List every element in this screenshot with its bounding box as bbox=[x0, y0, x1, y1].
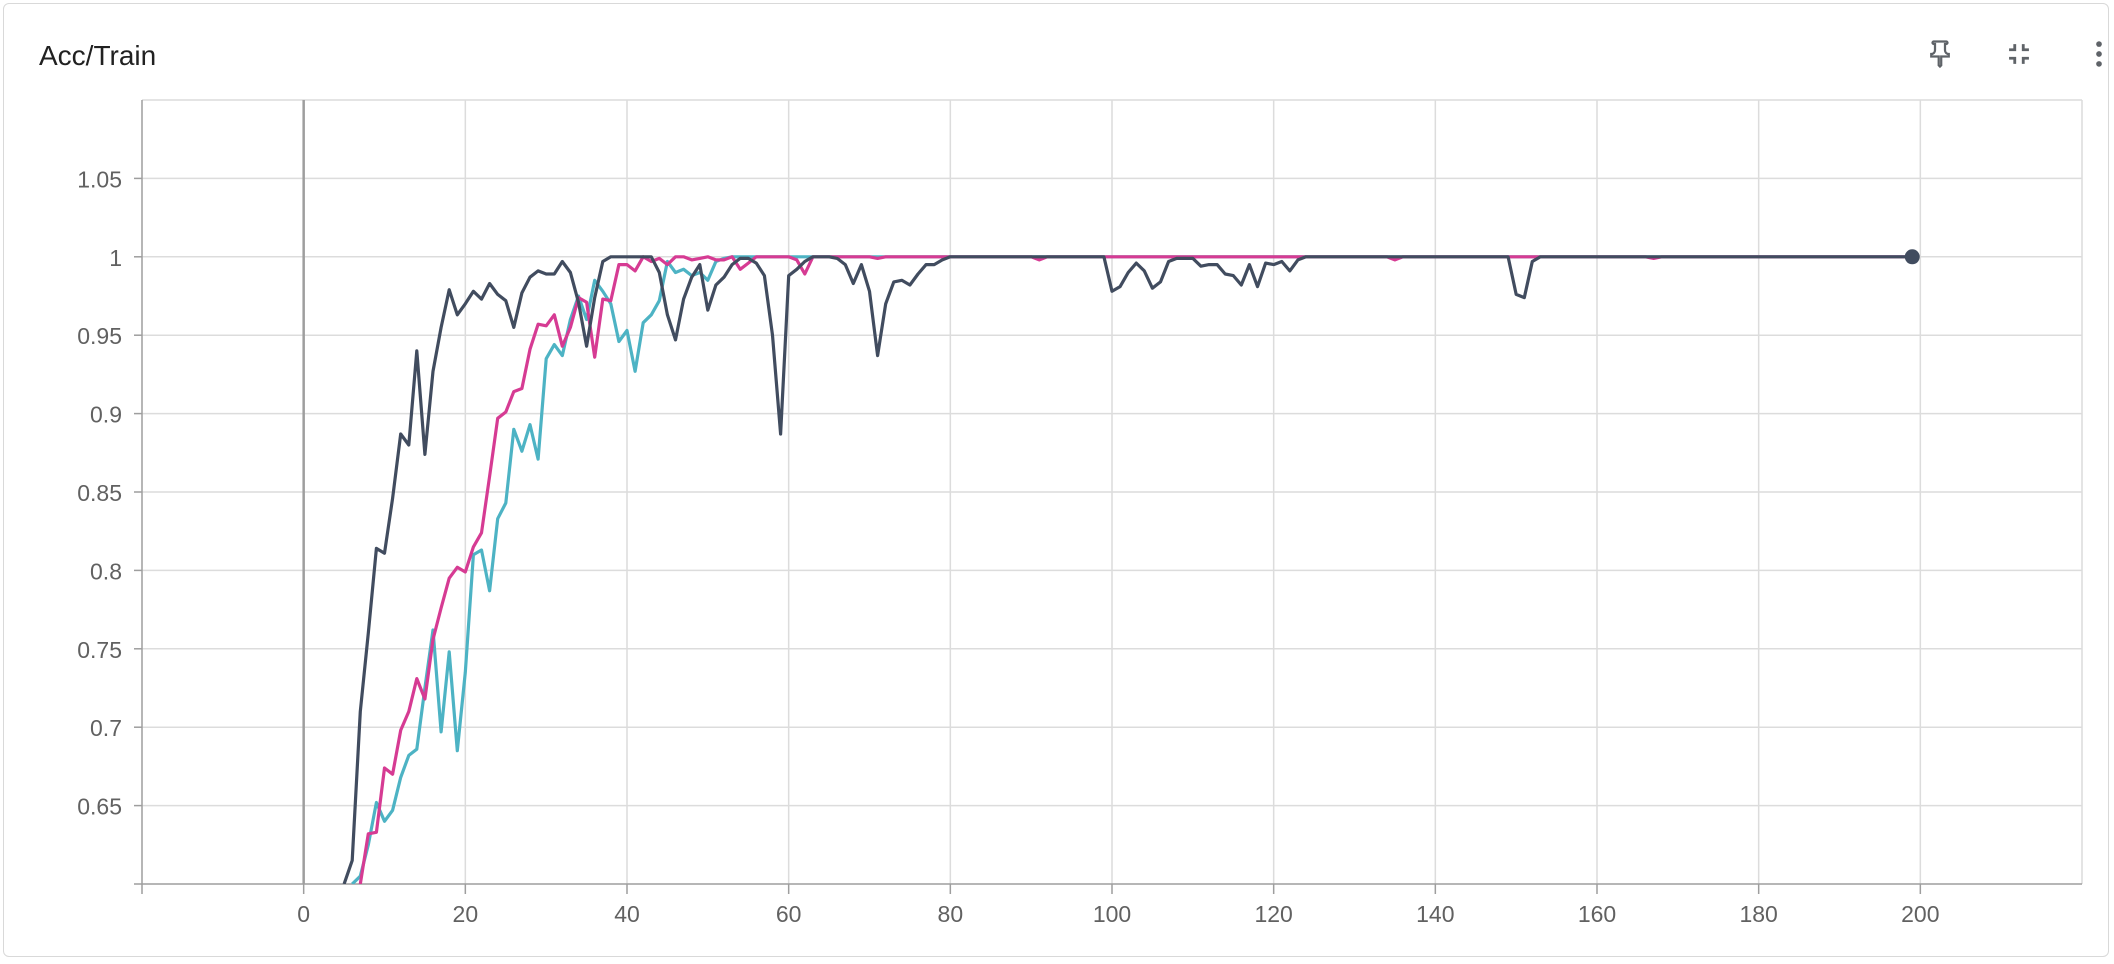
x-tick-label: 160 bbox=[1578, 901, 1616, 927]
x-tick-label: 140 bbox=[1416, 901, 1454, 927]
pin-button[interactable] bbox=[1916, 32, 1964, 80]
series-line-3 bbox=[342, 255, 1913, 884]
y-tick-label: 0.85 bbox=[77, 480, 122, 506]
y-tick-label: 1 bbox=[109, 245, 122, 271]
collapse-icon bbox=[2002, 37, 2036, 76]
more-options-button[interactable] bbox=[2075, 32, 2114, 80]
x-tick-label: 0 bbox=[297, 901, 310, 927]
series-line-2 bbox=[358, 255, 1913, 884]
x-tick-label: 20 bbox=[453, 901, 479, 927]
pin-icon bbox=[1925, 39, 1955, 74]
x-tick-label: 80 bbox=[938, 901, 964, 927]
y-tick-label: 0.9 bbox=[90, 402, 122, 428]
collapse-button[interactable] bbox=[1995, 32, 2043, 80]
grid bbox=[142, 99, 2083, 884]
x-tick-label: 100 bbox=[1093, 901, 1131, 927]
y-tick-label: 0.95 bbox=[77, 323, 122, 349]
x-tick-label: 40 bbox=[614, 901, 640, 927]
x-tick-label: 180 bbox=[1739, 901, 1777, 927]
chart-title: Acc/Train bbox=[39, 40, 157, 71]
y-tick-label: 1.05 bbox=[77, 166, 122, 192]
end-marker bbox=[1904, 249, 1920, 265]
more-vert-icon bbox=[2082, 37, 2114, 76]
y-tick-label: 0.75 bbox=[77, 637, 122, 663]
y-tick-label: 0.65 bbox=[77, 794, 122, 820]
axes bbox=[134, 100, 2082, 894]
series-lines bbox=[342, 249, 1920, 884]
y-tick-label: 0.8 bbox=[90, 558, 122, 584]
x-tick-label: 120 bbox=[1254, 901, 1292, 927]
tick-labels: 0.65 0.7 0.75 0.8 0.85 0.9 0.95 1 1.05 0 20 40 60 80 1… bbox=[77, 166, 1939, 927]
x-tick-label: 200 bbox=[1901, 901, 1939, 927]
y-tick-label: 0.7 bbox=[90, 715, 122, 741]
x-tick-label: 60 bbox=[776, 901, 802, 927]
